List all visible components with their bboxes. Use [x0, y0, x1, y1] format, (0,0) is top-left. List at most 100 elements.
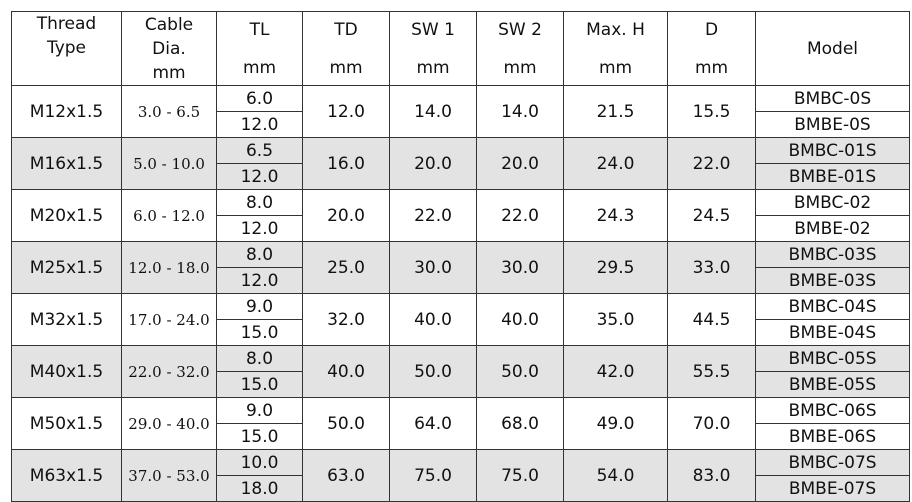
table-row: M20x1.5 6.0 - 12.0 8.0 20.0 22.0 22.0 24.3 24.5… — [11, 189, 910, 242]
tl-cell: 8.0 — [216, 345, 303, 372]
td-cell: 20.0 — [302, 189, 390, 242]
table-row: 12.0 BMBE-03S — [12, 267, 910, 294]
cable-dia-cell: 37.0 - 53.0 — [121, 449, 217, 502]
header-cable-line1: Cable — [144, 14, 194, 35]
tl-cell: 6.5 — [216, 137, 303, 164]
cable-dia-cell: 12.0 - 18.0 — [121, 241, 217, 294]
thread-type-cell: M40x1.5 — [11, 345, 122, 398]
header-td-label: TD — [334, 19, 358, 40]
d-cell: 15.5 — [667, 85, 756, 138]
max-h-cell: 24.3 — [563, 189, 668, 242]
thread-type-cell: M12x1.5 — [11, 85, 122, 138]
model-cell: BMBC-06S — [755, 397, 910, 424]
tl-cell: 12.0 — [216, 267, 303, 294]
td-cell: 63.0 — [302, 449, 390, 502]
header-thread-line1: Thread — [36, 14, 97, 34]
cable-dia-cell: 22.0 - 32.0 — [121, 345, 217, 398]
tl-cell: 8.0 — [216, 189, 303, 216]
max-h-cell: 35.0 — [563, 293, 668, 346]
tl-cell: 15.0 — [216, 319, 303, 346]
header-row: Thread Type Cable Dia. mm TL mm TD mm SW… — [11, 11, 910, 86]
table-row: 15.0 BMBE-06S — [12, 423, 910, 450]
sw2-cell: 75.0 — [476, 449, 564, 502]
sw1-cell: 75.0 — [389, 449, 477, 502]
header-cable-line2: Dia. — [152, 38, 186, 59]
d-cell: 24.5 — [667, 189, 756, 242]
table-row: M12x1.5 3.0 - 6.5 6.0 12.0 14.0 14.0 21.5 15.5 B… — [11, 85, 910, 138]
header-sw2: SW 2 mm — [476, 11, 564, 86]
model-cell: BMBE-07S — [755, 475, 910, 502]
max-h-cell: 49.0 — [563, 397, 668, 450]
cable-dia-cell: 6.0 - 12.0 — [121, 189, 217, 242]
model-cell: BMBC-05S — [755, 345, 910, 372]
tl-cell: 12.0 — [216, 111, 303, 138]
header-max-h: Max. H mm — [563, 11, 668, 86]
header-sw1-unit: mm — [416, 57, 450, 78]
sw2-cell: 50.0 — [476, 345, 564, 398]
d-cell: 83.0 — [667, 449, 756, 502]
model-cell: BMBC-07S — [755, 449, 910, 476]
header-model: Model — [755, 11, 910, 86]
tl-cell: 12.0 — [216, 163, 303, 190]
model-cell: BMBE-0S — [755, 111, 910, 138]
table-row: 15.0 BMBE-05S — [12, 371, 910, 398]
tl-cell: 15.0 — [216, 423, 303, 450]
header-d-unit: mm — [694, 57, 729, 78]
table-row: 12.0 BMBE-0S — [12, 111, 910, 138]
model-cell: BMBE-03S — [755, 267, 910, 294]
tl-cell: 6.0 — [216, 85, 303, 112]
sw2-cell: 14.0 — [476, 85, 564, 138]
table-body: M12x1.5 3.0 - 6.5 6.0 12.0 14.0 14.0 21.5 15.5 B… — [11, 85, 910, 502]
header-maxh-label: Max. H — [586, 19, 645, 40]
sw1-cell: 40.0 — [389, 293, 477, 346]
header-cable-unit: mm — [152, 62, 186, 83]
thread-type-cell: M32x1.5 — [11, 293, 122, 346]
table-row: M40x1.5 22.0 - 32.0 8.0 40.0 50.0 50.0 42.0 55.… — [11, 345, 910, 398]
model-cell: BMBE-06S — [755, 423, 910, 450]
sw1-cell: 20.0 — [389, 137, 477, 190]
d-cell: 70.0 — [667, 397, 756, 450]
d-cell: 44.5 — [667, 293, 756, 346]
header-td: TD mm — [302, 11, 390, 86]
table-row: M50x1.5 29.0 - 40.0 9.0 50.0 64.0 68.0 49.0 70.… — [11, 397, 910, 450]
tl-cell: 18.0 — [216, 475, 303, 502]
model-cell: BMBE-02 — [755, 215, 910, 242]
model-cell: BMBC-01S — [755, 137, 910, 164]
max-h-cell: 29.5 — [563, 241, 668, 294]
header-tl-unit: mm — [242, 57, 277, 78]
tl-cell: 12.0 — [216, 215, 303, 242]
thread-type-cell: M16x1.5 — [11, 137, 122, 190]
max-h-cell: 21.5 — [563, 85, 668, 138]
td-cell: 50.0 — [302, 397, 390, 450]
tl-cell: 10.0 — [216, 449, 303, 476]
sw1-cell: 64.0 — [389, 397, 477, 450]
sw2-cell: 22.0 — [476, 189, 564, 242]
td-cell: 40.0 — [302, 345, 390, 398]
model-cell: BMBC-02 — [755, 189, 910, 216]
header-sw1-label: SW 1 — [411, 19, 455, 40]
header-thread-type: Thread Type — [11, 11, 122, 86]
thread-type-cell: M50x1.5 — [11, 397, 122, 450]
header-td-unit: mm — [329, 57, 363, 78]
header-d-label: D — [704, 19, 719, 40]
header-tl-label: TL — [249, 19, 270, 40]
sw1-cell: 30.0 — [389, 241, 477, 294]
sw2-cell: 20.0 — [476, 137, 564, 190]
max-h-cell: 42.0 — [563, 345, 668, 398]
model-cell: BMBC-03S — [755, 241, 910, 268]
d-cell: 55.5 — [667, 345, 756, 398]
tl-cell: 15.0 — [216, 371, 303, 398]
table-row: 15.0 BMBE-04S — [12, 319, 910, 346]
table-row: M63x1.5 37.0 - 53.0 10.0 63.0 75.0 75.0 54.0 83… — [11, 449, 910, 502]
cable-dia-cell: 5.0 - 10.0 — [121, 137, 217, 190]
table-row: 18.0 BMBE-07S — [12, 475, 910, 502]
sw2-cell: 68.0 — [476, 397, 564, 450]
header-sw1: SW 1 mm — [389, 11, 477, 86]
sw2-cell: 40.0 — [476, 293, 564, 346]
thread-type-cell: M25x1.5 — [11, 241, 122, 294]
td-cell: 16.0 — [302, 137, 390, 190]
spec-table: Thread Type Cable Dia. mm TL mm TD mm SW… — [11, 11, 910, 502]
table-row: M25x1.5 12.0 - 18.0 8.0 25.0 30.0 30.0 29.5 33.… — [11, 241, 910, 294]
sw1-cell: 14.0 — [389, 85, 477, 138]
max-h-cell: 54.0 — [563, 449, 668, 502]
